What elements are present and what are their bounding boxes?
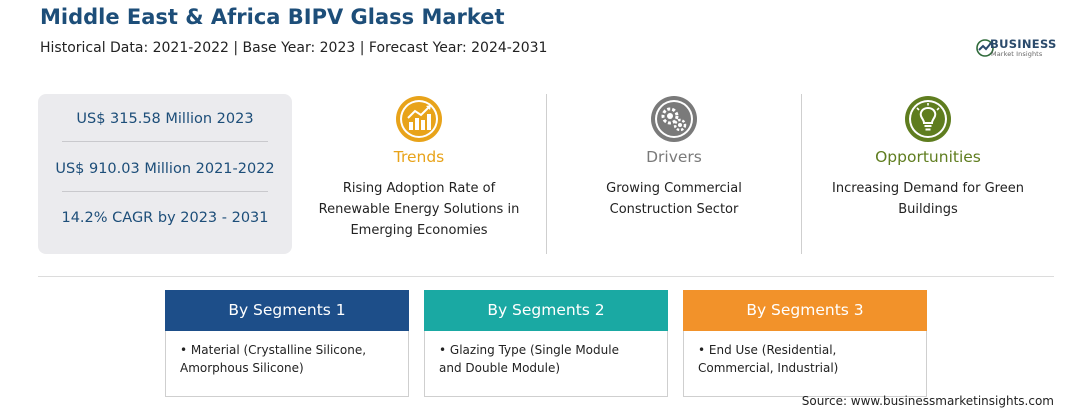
segment-1-title: By Segments 1 [165,290,409,331]
chart-growth-icon [396,96,442,142]
column-divider [801,94,802,254]
stat-market-value-2023: US$ 315.58 Million 2023 [76,111,254,127]
page-subtitle: Historical Data: 2021-2022 | Base Year: … [40,40,548,56]
list-item: • Glazing Type (Single Module and Double… [439,343,619,375]
segment-3-list: • End Use (Residential, Commercial, Indu… [698,341,898,377]
segment-3-title: By Segments 3 [683,290,927,331]
segment-2-list: • Glazing Type (Single Module and Double… [439,341,639,377]
opportunities-column: Opportunities Increasing Demand for Gree… [808,94,1048,254]
opportunities-description: Increasing Demand for Green Buildings [832,181,1024,217]
segment-card-2: By Segments 2 • Glazing Type (Single Mod… [424,290,668,397]
stat-divider [62,191,268,192]
logo-name: BUSINESS [990,37,1057,51]
trends-label: Trends [393,148,445,166]
trends-description: Rising Adoption Rate of Renewable Energy… [318,181,520,238]
section-divider [38,276,1054,277]
opportunities-label: Opportunities [875,148,981,166]
market-stats-box: US$ 315.58 Million 2023 US$ 910.03 Milli… [38,94,292,254]
segment-1-list: • Material (Crystalline Silicone, Amorph… [180,341,380,377]
drivers-column: Drivers Growing Commercial Construction … [554,94,794,254]
segment-2-title: By Segments 2 [424,290,668,331]
drivers-description: Growing Commercial Construction Sector [606,181,742,217]
source-citation: Source: www.businessmarketinsights.com [801,394,1054,408]
segment-card-1: By Segments 1 • Material (Crystalline Si… [165,290,409,397]
page-title: Middle East & Africa BIPV Glass Market [40,5,505,29]
list-item: • Material (Crystalline Silicone, Amorph… [180,343,367,375]
globe-logo-icon [976,39,994,57]
lightbulb-icon [905,96,951,142]
segment-card-3: By Segments 3 • End Use (Residential, Co… [683,290,927,397]
stat-divider [62,141,268,142]
segment-1-item: Material (Crystalline Silicone, Amorphou… [180,343,367,375]
logo-tagline: Market Insights [991,50,1043,58]
drivers-label: Drivers [646,148,702,166]
stat-market-value-historical: US$ 910.03 Million 2021-2022 [55,161,275,177]
company-logo[interactable]: BUSINESS Market Insights [976,36,1066,60]
gears-icon [651,96,697,142]
stat-cagr: 14.2% CAGR by 2023 - 2031 [61,210,269,226]
list-item: • End Use (Residential, Commercial, Indu… [698,343,839,375]
trends-column: Trends Rising Adoption Rate of Renewable… [299,94,539,254]
segment-2-item: Glazing Type (Single Module and Double M… [439,343,619,375]
column-divider [546,94,547,254]
segment-3-item: End Use (Residential, Commercial, Indust… [698,343,839,375]
